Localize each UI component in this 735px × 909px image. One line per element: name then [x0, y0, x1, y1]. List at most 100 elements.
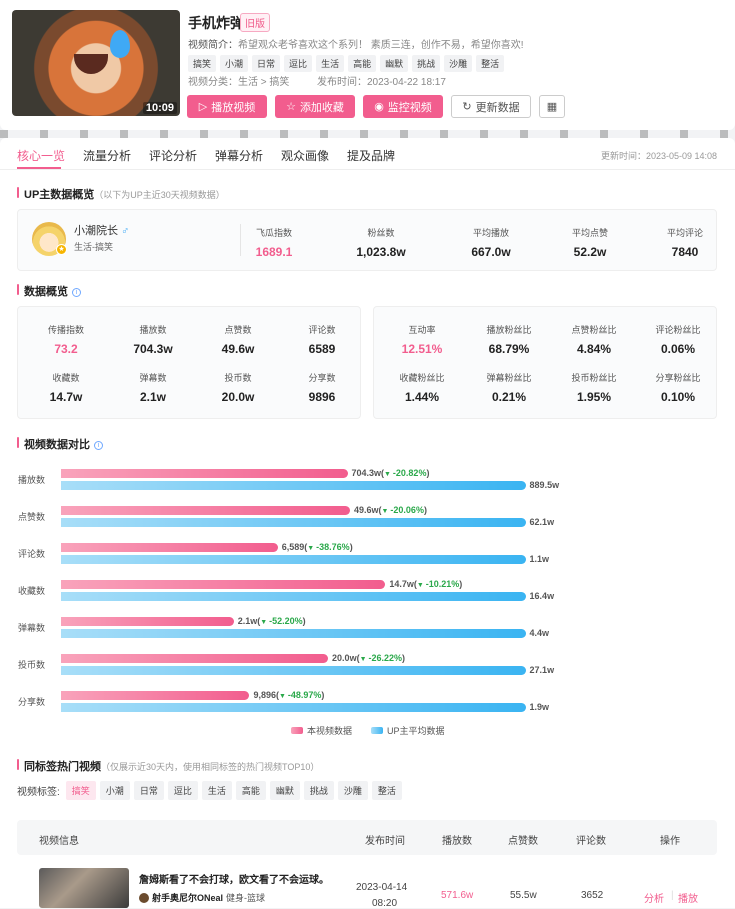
bar-current-value: 704.3w(▼ -20.82%) [352, 468, 430, 478]
bar-average[interactable] [61, 481, 526, 490]
bar-average[interactable] [61, 592, 526, 601]
bar-current[interactable] [61, 617, 234, 626]
monitor-video-button[interactable]: ◉ 监控视频 [363, 95, 443, 118]
bar-average-value: 62.1w [529, 517, 555, 527]
row-time: 08:20 [372, 898, 398, 909]
play-icon: ▷ [198, 101, 208, 113]
metric-value: 9896 [308, 390, 336, 404]
old-version-badge[interactable]: 旧版 [240, 13, 270, 32]
filter-tag[interactable]: 逗比 [167, 781, 198, 800]
video-tag[interactable]: 日常 [252, 55, 281, 72]
stat-value: 1689.1 [255, 245, 293, 259]
add-favorite-button[interactable]: ☆ 添加收藏 [275, 95, 355, 118]
hot-section-title: 同标签热门视频（仅展示近30天内，使用相同标签的热门视频TOP10） [17, 758, 319, 774]
metric-cell: 传播指数 73.2 [26, 323, 106, 356]
metric-value: 1.44% [404, 390, 440, 404]
play-video-button[interactable]: ▷ 播放视频 [187, 95, 267, 118]
bar-current[interactable] [61, 580, 386, 589]
filter-tag[interactable]: 日常 [133, 781, 164, 800]
bar-average[interactable] [61, 518, 526, 527]
table-header: 视频信息 发布时间 播放数 点赞数 评论数 操作 [17, 820, 717, 855]
row-video-thumbnail[interactable] [39, 868, 129, 908]
video-tag[interactable]: 整活 [476, 55, 505, 72]
row-plays: 571.6w [441, 890, 474, 901]
metric-label: 收藏粉丝比 [399, 373, 445, 383]
bar-average[interactable] [61, 629, 526, 638]
filter-tag[interactable]: 搞笑 [65, 781, 96, 800]
tab-danmaku[interactable]: 弹幕分析 [215, 149, 264, 163]
paren: ) [349, 542, 353, 552]
video-tag[interactable]: 高能 [348, 55, 377, 72]
bar-current[interactable] [61, 691, 250, 700]
video-tag[interactable]: 幽默 [380, 55, 409, 72]
bar-current[interactable] [61, 654, 329, 663]
video-tag[interactable]: 搞笑 [188, 55, 217, 72]
bar-average[interactable] [61, 555, 526, 564]
play-label: 播放视频 [211, 101, 256, 114]
metric-cell: 分享粉丝比 0.10% [638, 371, 718, 404]
down-arrow-icon: ▼ [416, 582, 426, 589]
down-arrow-icon: ▼ [260, 619, 270, 626]
bar-current[interactable] [61, 506, 351, 515]
tab-audience[interactable]: 观众画像 [281, 149, 330, 163]
author-avatar[interactable] [139, 892, 149, 903]
paren: ) [321, 690, 325, 700]
tab-brands[interactable]: 提及品牌 [347, 149, 396, 163]
filter-tag[interactable]: 高能 [235, 781, 266, 800]
tab-traffic[interactable]: 流量分析 [83, 149, 132, 163]
tab-core-overview[interactable]: 核心一览 [17, 149, 66, 163]
video-tag[interactable]: 沙雕 [444, 55, 473, 72]
bar-current[interactable] [61, 469, 348, 478]
qrcode-icon: ▦ [546, 101, 558, 113]
up-name[interactable]: 小潮院长 ♂ [74, 222, 129, 238]
value-text: 704.3w [351, 468, 382, 478]
refresh-icon: ↻ [462, 101, 472, 113]
metric-value: 1.95% [576, 390, 612, 404]
category-label: 视频分类： [188, 77, 238, 88]
video-thumbnail[interactable]: 10:09 [12, 10, 180, 116]
filter-tag[interactable]: 生活 [201, 781, 232, 800]
stat-feigua-index: 飞瓜指数 1689.1 [229, 226, 319, 259]
bar-average[interactable] [61, 666, 526, 675]
col-plays[interactable]: 播放数 [442, 836, 472, 847]
legend-current[interactable]: 本视频数据 [291, 724, 352, 737]
compare-heading: 视频数据对比 [24, 439, 90, 451]
legend-average[interactable]: UP主平均数据 [371, 724, 445, 737]
tab-comments[interactable]: 评论分析 [149, 149, 198, 163]
col-likes[interactable]: 点赞数 [508, 836, 538, 847]
bar-average[interactable] [61, 703, 526, 712]
video-tags-label: 视频标签: [17, 787, 60, 798]
col-publish-time[interactable]: 发布时间 [365, 836, 405, 847]
paren: ( [257, 616, 261, 626]
analyze-link[interactable]: 分析 [644, 894, 664, 905]
change-value: -26.22% [368, 653, 402, 663]
metric-label: 点赞数 [224, 325, 252, 335]
filter-tag[interactable]: 挑战 [303, 781, 334, 800]
stat-value: 1,023.8w [356, 245, 406, 259]
bar-average-value: 1.1w [529, 554, 550, 564]
refresh-data-button[interactable]: ↻ 更新数据 [451, 95, 531, 118]
change-text: ▼ -20.82% [384, 468, 426, 478]
video-tag[interactable]: 逗比 [284, 55, 313, 72]
row-video-title[interactable]: 詹姆斯看了不会打球，欧文看了不会运球。 [139, 875, 329, 886]
filter-tag[interactable]: 幽默 [269, 781, 300, 800]
up-section-heading: UP主数据概览 [24, 189, 95, 201]
qrcode-button[interactable]: ▦ [539, 95, 565, 118]
filter-tag[interactable]: 沙雕 [337, 781, 368, 800]
category-value: 生活 > 搞笑 [238, 77, 290, 88]
change-value: -20.06% [390, 505, 424, 515]
bar-current[interactable] [61, 543, 278, 552]
info-icon[interactable]: i [72, 288, 81, 297]
col-comments[interactable]: 评论数 [576, 836, 606, 847]
video-tag[interactable]: 挑战 [412, 55, 441, 72]
play-link[interactable]: 播放 [678, 894, 698, 905]
video-tag[interactable]: 生活 [316, 55, 345, 72]
info-icon[interactable]: i [94, 441, 103, 450]
stat-fans: 粉丝数 1,023.8w [336, 226, 426, 259]
metric-value: 49.6w [221, 342, 255, 356]
author-name[interactable]: 射手奥尼尔ONeal [152, 893, 224, 903]
video-tag[interactable]: 小潮 [220, 55, 249, 72]
filter-tag[interactable]: 小潮 [99, 781, 130, 800]
filter-tag[interactable]: 整活 [371, 781, 402, 800]
hidden-tab-strip [0, 130, 735, 138]
